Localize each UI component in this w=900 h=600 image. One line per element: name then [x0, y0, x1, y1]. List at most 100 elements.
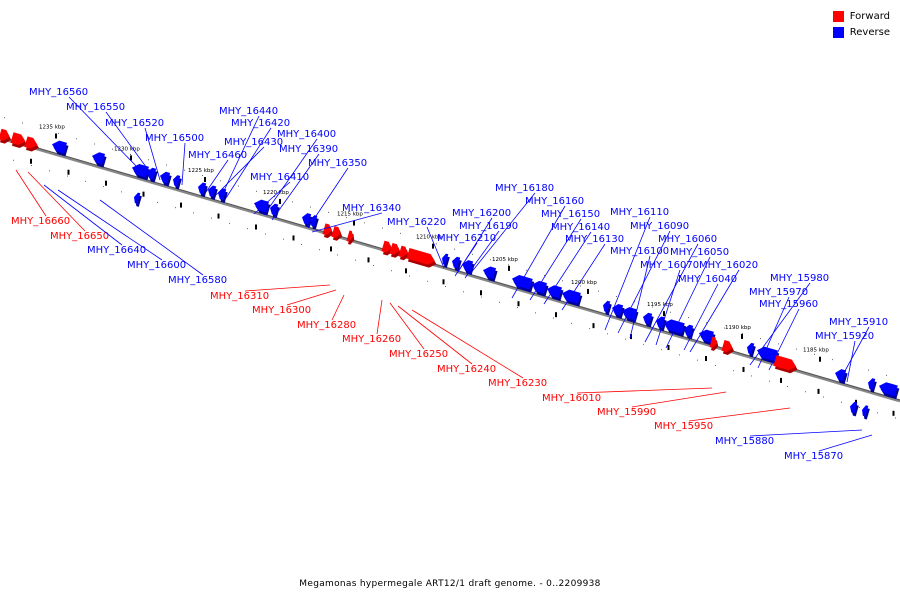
gene-leader-line	[818, 434, 873, 452]
gene-arrow	[512, 275, 533, 290]
gene-label: MHY_16440	[219, 106, 278, 117]
gene-label: MHY_16200	[452, 208, 511, 219]
gene-arrow	[562, 289, 581, 304]
gene-arrow	[254, 199, 269, 213]
guide-dot	[769, 380, 770, 382]
guide-dot	[256, 190, 257, 192]
gene-leader-line	[253, 181, 291, 215]
gene-label: MHY_16130	[565, 234, 624, 245]
guide-dot	[778, 343, 779, 345]
guide-dot	[733, 370, 734, 372]
guide-dot	[661, 349, 662, 351]
gene-leader-line	[839, 326, 870, 381]
gene-label: MHY_16580	[168, 275, 227, 286]
gene-label: MHY_16140	[551, 222, 610, 233]
guide-dot	[130, 153, 131, 155]
scale-minor-tick	[105, 180, 107, 186]
gene-arrow	[850, 401, 858, 414]
guide-dot	[238, 185, 239, 187]
guide-dot	[355, 259, 356, 261]
forward-swatch	[832, 10, 844, 22]
guide-dot	[310, 206, 311, 208]
guide-dot	[562, 280, 563, 282]
guide-dot	[292, 201, 293, 203]
gene-leader-line	[846, 340, 856, 383]
guide-dot	[751, 375, 752, 377]
gene-leader-line	[244, 284, 331, 292]
gene-leader-line	[629, 255, 651, 339]
gene-arrow	[0, 128, 10, 141]
guide-dot	[814, 353, 815, 355]
scale-tick-mark	[55, 133, 57, 139]
gene-leader-line	[271, 153, 320, 221]
legend: Forward Reverse	[832, 8, 890, 40]
gene-arrow	[381, 240, 392, 253]
guide-dot	[400, 232, 401, 234]
scale-minor-tick	[480, 290, 482, 296]
gene-arrow	[208, 185, 217, 198]
guide-dot	[877, 412, 878, 414]
gene-arrow	[643, 312, 653, 325]
gene-arrow	[709, 336, 717, 348]
gene-leader-line	[454, 242, 478, 277]
gene-arrow	[331, 226, 341, 238]
scale-tick-label: 1235 kbp	[39, 124, 65, 130]
scale-minor-tick	[442, 279, 445, 285]
guide-dot	[589, 328, 590, 330]
scale-tick-mark	[508, 265, 510, 271]
gene-leader-line	[543, 231, 592, 305]
guide-dot	[463, 291, 464, 293]
scale-minor-tick	[705, 356, 707, 362]
gene-arrow	[462, 260, 474, 273]
gene-leader-line	[376, 299, 383, 335]
gene-leader-line	[181, 142, 186, 186]
guide-dot	[202, 175, 203, 177]
scale-minor-tick	[667, 345, 670, 351]
gene-label: MHY_16390	[279, 144, 338, 155]
gene-arrow	[664, 319, 685, 334]
gene-label: MHY_16550	[66, 102, 125, 113]
guide-dot	[121, 191, 122, 193]
gene-label: MHY_16280	[297, 320, 356, 331]
scale-minor-tick	[292, 235, 295, 241]
guide-dot	[643, 343, 644, 345]
scale-tick-label: 1195 kbp	[647, 302, 673, 308]
gene-arrow	[346, 230, 353, 242]
scale-minor-tick	[630, 334, 632, 340]
guide-dot	[166, 164, 167, 166]
gene-arrow	[160, 171, 171, 184]
gene-leader-line	[644, 243, 699, 343]
gene-label: MHY_16420	[231, 118, 290, 129]
guide-dot	[868, 369, 869, 371]
guide-dot	[274, 196, 275, 198]
gene-arrow	[92, 152, 106, 165]
gene-arrow	[835, 369, 847, 382]
gene-arrow	[721, 339, 733, 352]
scale-tick-label: 1220 kbp	[263, 190, 289, 196]
gene-label: MHY_16240	[437, 364, 496, 375]
scale-tick-mark	[819, 356, 821, 362]
gene-leader-line	[411, 309, 524, 379]
guide-dot	[337, 254, 338, 256]
guide-dot	[508, 264, 509, 266]
gene-arrow	[757, 346, 778, 362]
gene-arrow	[612, 303, 624, 316]
scale-tick-mark	[353, 220, 355, 226]
gene-leader-line	[511, 205, 566, 299]
guide-dot	[481, 296, 482, 298]
scale-tick-mark	[663, 311, 665, 317]
guide-dot	[193, 212, 194, 214]
guide-dot	[787, 385, 788, 387]
scale-tick-mark	[432, 243, 434, 249]
gene-leader-line	[688, 407, 791, 422]
gene-leader-line	[307, 167, 349, 229]
gene-arrow	[773, 355, 797, 371]
gene-leader-line	[529, 218, 582, 301]
guide-dot	[418, 238, 419, 240]
guide-dot	[472, 253, 473, 255]
gene-leader-line	[389, 302, 425, 350]
scale-tick-label: 1210 kbp	[416, 235, 442, 241]
gene-arrow	[622, 307, 637, 320]
gene-leader-line	[768, 308, 800, 371]
